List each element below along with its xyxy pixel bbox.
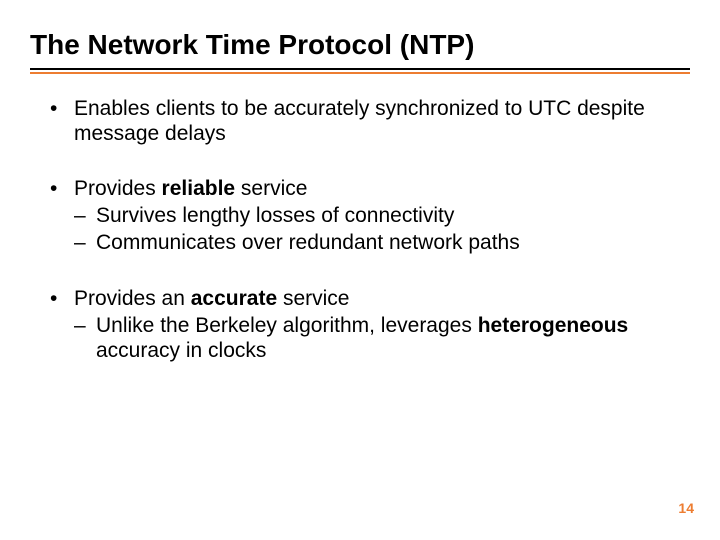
- bullet-text: Enables clients to be accurately synchro…: [74, 96, 680, 146]
- title-underline: [30, 68, 690, 70]
- sub-bullet-item: –Unlike the Berkeley algorithm, leverage…: [50, 313, 680, 363]
- bullet-marker-icon: •: [50, 286, 74, 311]
- dash-marker-icon: –: [74, 230, 96, 255]
- bullet-item: •Enables clients to be accurately synchr…: [50, 96, 680, 146]
- accent-line: [30, 72, 690, 74]
- sub-bullet-text: Unlike the Berkeley algorithm, leverages…: [96, 313, 680, 363]
- sub-bullet-item: –Survives lengthy losses of connectivity: [50, 203, 680, 228]
- bullet-text: Provides reliable service: [74, 176, 680, 201]
- dash-marker-icon: –: [74, 313, 96, 363]
- slide-title: The Network Time Protocol (NTP): [30, 28, 690, 68]
- dash-marker-icon: –: [74, 203, 96, 228]
- bullet-text: Provides an accurate service: [74, 286, 680, 311]
- sub-bullet-text: Survives lengthy losses of connectivity: [96, 203, 680, 228]
- slide-content: •Enables clients to be accurately synchr…: [30, 96, 690, 364]
- slide: The Network Time Protocol (NTP) •Enables…: [0, 0, 720, 540]
- bullet-item: •Provides reliable service–Survives leng…: [50, 176, 680, 256]
- sub-bullet-text: Communicates over redundant network path…: [96, 230, 680, 255]
- sub-bullet-item: –Communicates over redundant network pat…: [50, 230, 680, 255]
- bullet-item: •Provides an accurate service–Unlike the…: [50, 286, 680, 364]
- page-number: 14: [678, 500, 694, 516]
- bullet-marker-icon: •: [50, 96, 74, 146]
- bullet-marker-icon: •: [50, 176, 74, 201]
